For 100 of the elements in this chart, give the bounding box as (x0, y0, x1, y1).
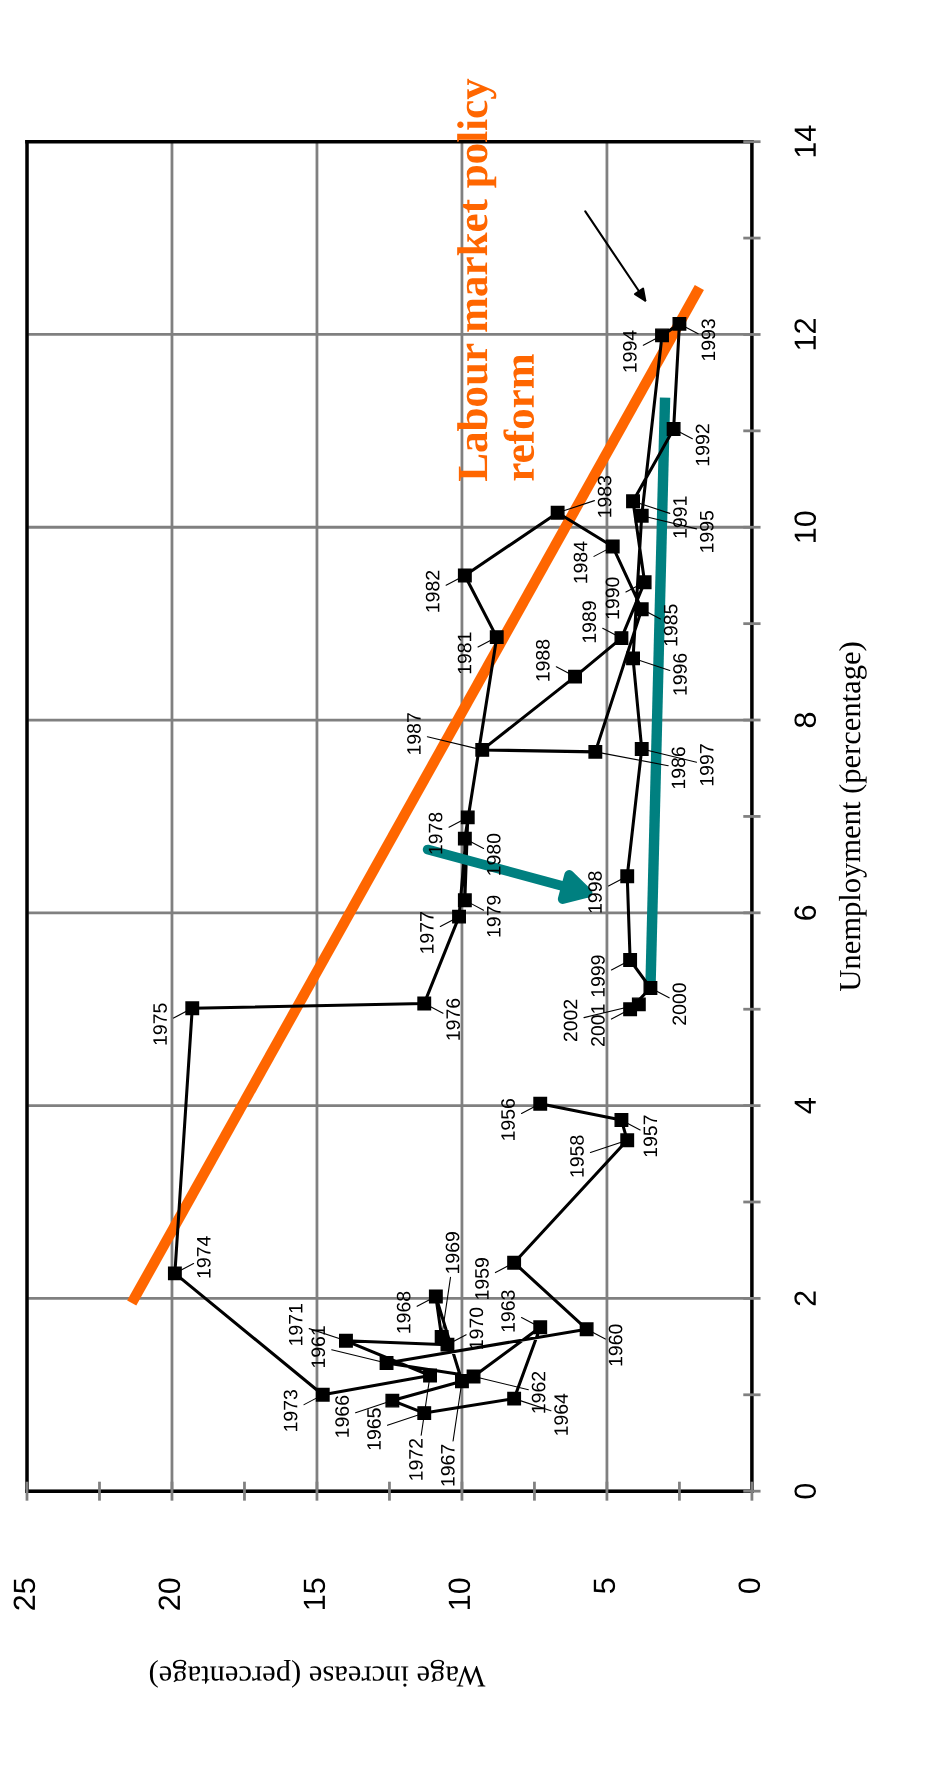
annotation: 1994 (622, 330, 637, 372)
point (533, 1320, 548, 1335)
y-axis-title: Unemployment (percentage) (838, 642, 867, 991)
point (533, 1096, 548, 1111)
annotation: 1961 (311, 1326, 326, 1368)
point (605, 539, 620, 554)
annotation: 1977 (419, 912, 434, 953)
point (620, 869, 635, 884)
annotation: 2000 (672, 983, 687, 1025)
point (423, 1368, 437, 1383)
annotation: 1969 (445, 1232, 460, 1273)
annotation: 1976 (446, 998, 461, 1040)
x-tick-label: 5 (593, 1578, 616, 1594)
point (417, 996, 432, 1011)
annotation: 1968 (396, 1291, 411, 1333)
annotation: 1983 (597, 475, 612, 517)
point (637, 575, 652, 590)
point (452, 909, 466, 924)
point (614, 1113, 629, 1128)
point (315, 1387, 330, 1402)
point (457, 831, 472, 846)
point (620, 1133, 635, 1148)
x-tick-label: 10 (448, 1578, 471, 1609)
annotation: 2001 (591, 1004, 605, 1046)
annotation: 1979 (486, 895, 501, 937)
point (626, 494, 640, 509)
point (339, 1333, 353, 1348)
x-tick-label: 20 (158, 1578, 181, 1610)
annotation: 1996 (673, 653, 687, 695)
annotation: 1990 (605, 577, 620, 619)
y-tick-label: 6 (794, 905, 817, 920)
annotation: 1988 (535, 639, 550, 681)
point (379, 1356, 394, 1370)
annotation: 1957 (643, 1115, 658, 1157)
annotation: 1999 (591, 955, 605, 997)
annotation: 1982 (425, 570, 440, 612)
point (457, 893, 472, 908)
y-tick-label: 2 (794, 1291, 816, 1306)
annotation: 1992 (695, 424, 710, 466)
annotation: 1962 (531, 1371, 546, 1413)
annotation: 2002 (563, 999, 578, 1042)
annotation: 1971 (288, 1304, 303, 1345)
annotation: 1974 (196, 1236, 211, 1278)
y-tick-label: 8 (794, 712, 817, 728)
annotation: 1958 (570, 1135, 584, 1177)
point (428, 1289, 443, 1304)
point (614, 631, 629, 646)
annotation: 1960 (608, 1324, 623, 1366)
annotation: 1993 (701, 319, 716, 361)
point (568, 669, 582, 684)
annotation: 1966 (335, 1395, 349, 1437)
point (631, 997, 646, 1012)
annotation: 1985 (663, 604, 678, 646)
y-tick-label: 14 (794, 125, 816, 157)
annotation: 1963 (501, 1290, 515, 1332)
point (655, 328, 669, 343)
annotation: 1972 (409, 1438, 423, 1480)
point (455, 1374, 469, 1389)
point (588, 744, 603, 759)
y-tick-label: 4 (794, 1098, 816, 1114)
point (507, 1391, 522, 1406)
point (643, 981, 658, 995)
annotation: Labour market policy reform (457, 78, 535, 481)
annotation: 1964 (554, 1393, 568, 1435)
annotation: 1984 (573, 541, 588, 583)
point (475, 742, 490, 757)
point (550, 505, 565, 520)
x-tick-label: 15 (303, 1578, 326, 1609)
point (672, 316, 687, 331)
point (460, 810, 475, 825)
annotation: 1978 (428, 812, 443, 854)
annotation: 1989 (582, 601, 597, 643)
point (185, 1001, 200, 1016)
annotation: 1975 (153, 1003, 167, 1045)
point (417, 1406, 432, 1421)
x-tick-label: 0 (738, 1578, 761, 1594)
annotation: 1959 (475, 1258, 489, 1299)
annotation: 1973 (283, 1390, 298, 1431)
point (634, 742, 649, 756)
y-tick-label: 0 (794, 1483, 817, 1499)
annotation: 1981 (457, 632, 472, 674)
annotation: 1997 (699, 744, 714, 786)
point (457, 568, 472, 583)
annotation: 1956 (501, 1098, 515, 1140)
y-tick-label: 10 (794, 511, 817, 542)
annotation: 1965 (367, 1408, 381, 1450)
x-tick-label: 25 (13, 1578, 36, 1610)
point (634, 508, 649, 523)
point (385, 1393, 400, 1408)
y-tick-label: 12 (794, 319, 816, 350)
annotation: 1980 (486, 833, 501, 875)
point (623, 953, 638, 968)
annotation: 1970 (469, 1307, 484, 1349)
point (167, 1266, 182, 1281)
x-axis-title: Wage increase (percentage) (149, 1659, 486, 1688)
point (507, 1255, 522, 1270)
annotation: 1991 (673, 496, 687, 538)
point (666, 421, 681, 436)
annotation: 1987 (407, 713, 421, 754)
point (626, 651, 640, 666)
